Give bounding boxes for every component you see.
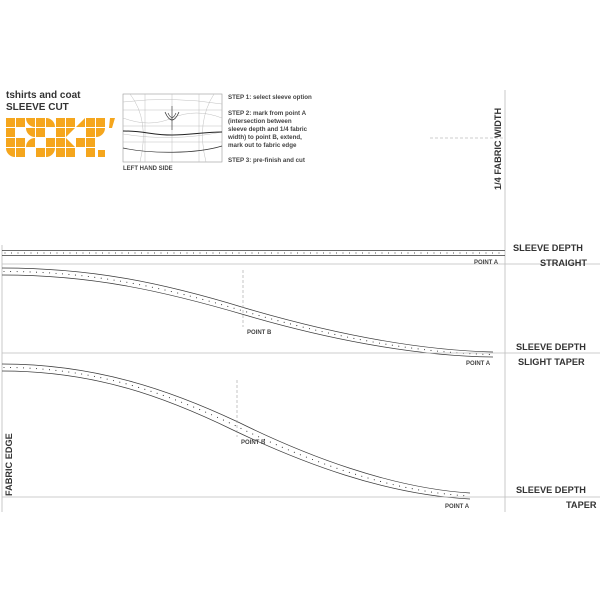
slight-taper-stitch (3, 270, 493, 356)
fabric-edge-label: FABRIC EDGE (4, 433, 14, 496)
step-line: sleeve depth and 1/4 fabric (228, 126, 308, 133)
title-line-1: tshirts and coat (6, 90, 81, 101)
sleeve-option-straight: POINT A SLEEVE DEPTH STRAIGHT (2, 243, 600, 268)
thumbnail-caption: LEFT HAND SIDE (123, 166, 173, 172)
step-line: mark out to fabric edge (228, 142, 297, 149)
left-hand-side-thumbnail (122, 93, 223, 163)
point-a-label: POINT A (466, 361, 491, 367)
step-line: STEP 1: select sleeve option (228, 94, 312, 101)
sleeve-depth-label: SLEEVE DEPTH (516, 342, 586, 352)
step-line: STEP 2: mark from point A (228, 110, 307, 117)
step-line: STEP 3: pre-finish and cut (228, 157, 305, 164)
quarter-fabric-width-label: 1/4 FABRIC WIDTH (493, 107, 503, 190)
option-name: TAPER (566, 500, 597, 510)
brand-logo (6, 118, 115, 157)
sleeve-depth-label: SLEEVE DEPTH (516, 485, 586, 495)
sleeve-option-slight-taper: POINT B POINT A SLEEVE DEPTH SLIGHT TAPE… (1, 267, 600, 367)
option-name: SLIGHT TAPER (518, 357, 585, 367)
point-a-label: POINT A (445, 504, 470, 510)
sleeve-option-taper: POINT B POINT A SLEEVE DEPTH TAPER (1, 363, 600, 510)
straight-cut-outline (2, 250, 505, 256)
step-line: width) to point B, extend, (227, 134, 302, 141)
step-line: (intersection between (228, 118, 292, 125)
title-line-2: SLEEVE CUT (6, 102, 69, 113)
taper-outline-top (1, 363, 471, 494)
point-b-label: POINT B (247, 330, 272, 336)
point-b-label: POINT B (241, 440, 266, 446)
point-a-label: POINT A (474, 260, 499, 266)
taper-outline-bottom (1, 370, 471, 500)
slight-taper-outline-bottom (1, 274, 494, 358)
sleeve-depth-label: SLEEVE DEPTH (513, 243, 583, 253)
slight-taper-outline-top (1, 267, 494, 353)
instructions: STEP 1: select sleeve option STEP 2: mar… (227, 94, 312, 164)
option-name: STRAIGHT (540, 258, 587, 268)
